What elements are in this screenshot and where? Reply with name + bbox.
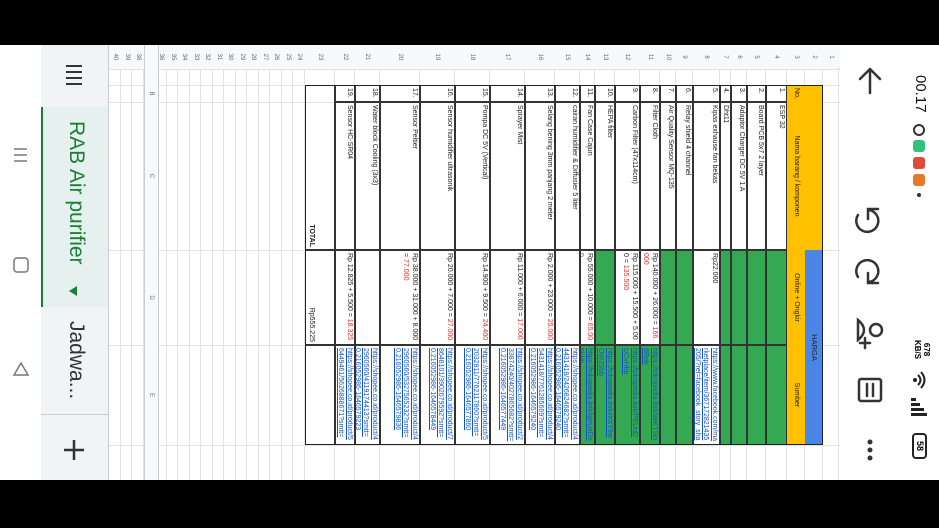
row-header: 8 <box>693 45 720 69</box>
grid-line <box>258 69 259 480</box>
redo-button[interactable] <box>855 258 880 285</box>
add-sheet-button[interactable] <box>62 438 86 462</box>
net-speed: 678 KB/S <box>913 340 931 359</box>
row-header: 10 <box>660 45 676 69</box>
status-bar: 00.17 678 KB/S 58 <box>900 45 939 480</box>
more-button[interactable] <box>867 439 873 461</box>
all-sheets-button[interactable] <box>64 63 84 87</box>
grid-line <box>189 69 190 480</box>
row-header: 28 <box>247 45 259 69</box>
row-header: 5 <box>747 45 766 69</box>
row-header: 35 <box>167 45 179 69</box>
phone-screen: 00.17 678 KB/S 58 1 2 3 4 5 6 7 8 9 10 11 12 13 14 15 1… <box>0 45 939 480</box>
signal-icons <box>911 371 927 416</box>
row-header: 18 <box>455 45 490 69</box>
grid-line <box>166 69 167 480</box>
row-header: 12 <box>615 45 640 69</box>
row-header: 33 <box>190 45 202 69</box>
row-header: 13 <box>595 45 615 69</box>
grid-line <box>212 69 213 480</box>
row-header: 1 <box>823 45 839 69</box>
row-header: 19 <box>420 45 455 69</box>
tab-menu-arrow[interactable] <box>68 285 78 297</box>
row-header: 2 <box>805 45 823 69</box>
row-header: 27 <box>259 45 271 69</box>
column-header: C <box>148 173 155 179</box>
row-header: 24 <box>293 45 305 69</box>
row-header: 3 <box>787 45 805 69</box>
grid-line <box>200 69 202 480</box>
grid-line <box>838 69 839 480</box>
row-header: 32 <box>201 45 213 69</box>
toolbar <box>855 67 884 461</box>
speed-unit: KB/S <box>913 340 922 360</box>
row-header: 22 <box>335 45 355 69</box>
grid-line <box>177 69 179 480</box>
grid-line <box>269 69 271 480</box>
grid-line <box>223 69 225 480</box>
grid-line <box>281 69 282 480</box>
back-nav-button[interactable] <box>12 361 30 376</box>
home-button[interactable] <box>13 257 29 273</box>
row-header: 16 <box>525 45 555 69</box>
comment-button[interactable] <box>857 377 883 403</box>
row-header: 40 <box>109 45 121 69</box>
grid-line <box>109 69 840 70</box>
row-header: 6 <box>731 45 747 69</box>
grid-line <box>235 69 236 480</box>
share-button[interactable] <box>856 317 884 350</box>
tab[interactable]: Jadwa... <box>40 307 108 415</box>
row-header: 30 <box>224 45 236 69</box>
row-header: 9 <box>676 45 693 69</box>
grid-line <box>292 69 294 480</box>
row-header: 17 <box>490 45 525 69</box>
notification-icons <box>913 124 925 197</box>
active-tab[interactable]: RAB Air purifier <box>40 107 108 307</box>
battery: 58 <box>912 433 927 459</box>
grid-line <box>246 69 248 480</box>
column-header: B <box>148 91 155 96</box>
grid-line <box>109 69 110 480</box>
clock: 00.17 <box>912 75 929 113</box>
row-header: 7 <box>720 45 731 69</box>
row-header: 11 <box>640 45 660 69</box>
column-header: D <box>148 295 155 300</box>
row-header: 38 <box>132 45 144 69</box>
column-header: E <box>148 392 155 397</box>
tab-label: RAB Air purifier <box>65 121 88 265</box>
row-header: 31 <box>213 45 225 69</box>
table-border <box>305 85 823 445</box>
grid-line <box>109 445 840 446</box>
grid-line <box>131 69 133 480</box>
spreadsheet: 1 2 3 4 5 6 7 8 9 10 11 12 13 14 15 16 17 18 19 20 21 22 23 24 2… <box>109 45 840 480</box>
nav-bar <box>0 45 41 480</box>
row-header: 34 <box>178 45 190 69</box>
back-button[interactable] <box>858 67 882 95</box>
row-header: 26 <box>270 45 282 69</box>
row-header: 25 <box>282 45 294 69</box>
row-header: 14 <box>580 45 595 69</box>
sheet-tabs: RAB Air purifier Jadwa... <box>40 45 109 480</box>
speed-value: 678 <box>922 342 931 357</box>
row-header: 15 <box>555 45 580 69</box>
recents-button[interactable] <box>14 148 27 162</box>
row-header: 4 <box>766 45 787 69</box>
grid-line <box>120 69 121 480</box>
row-header: 39 <box>121 45 133 69</box>
row-header: 21 <box>355 45 380 69</box>
row-header: 20 <box>380 45 420 69</box>
undo-button[interactable] <box>855 207 880 234</box>
row-header: 23 <box>305 45 335 69</box>
row-header: 29 <box>236 45 248 69</box>
tab-label: Jadwa... <box>65 321 88 400</box>
